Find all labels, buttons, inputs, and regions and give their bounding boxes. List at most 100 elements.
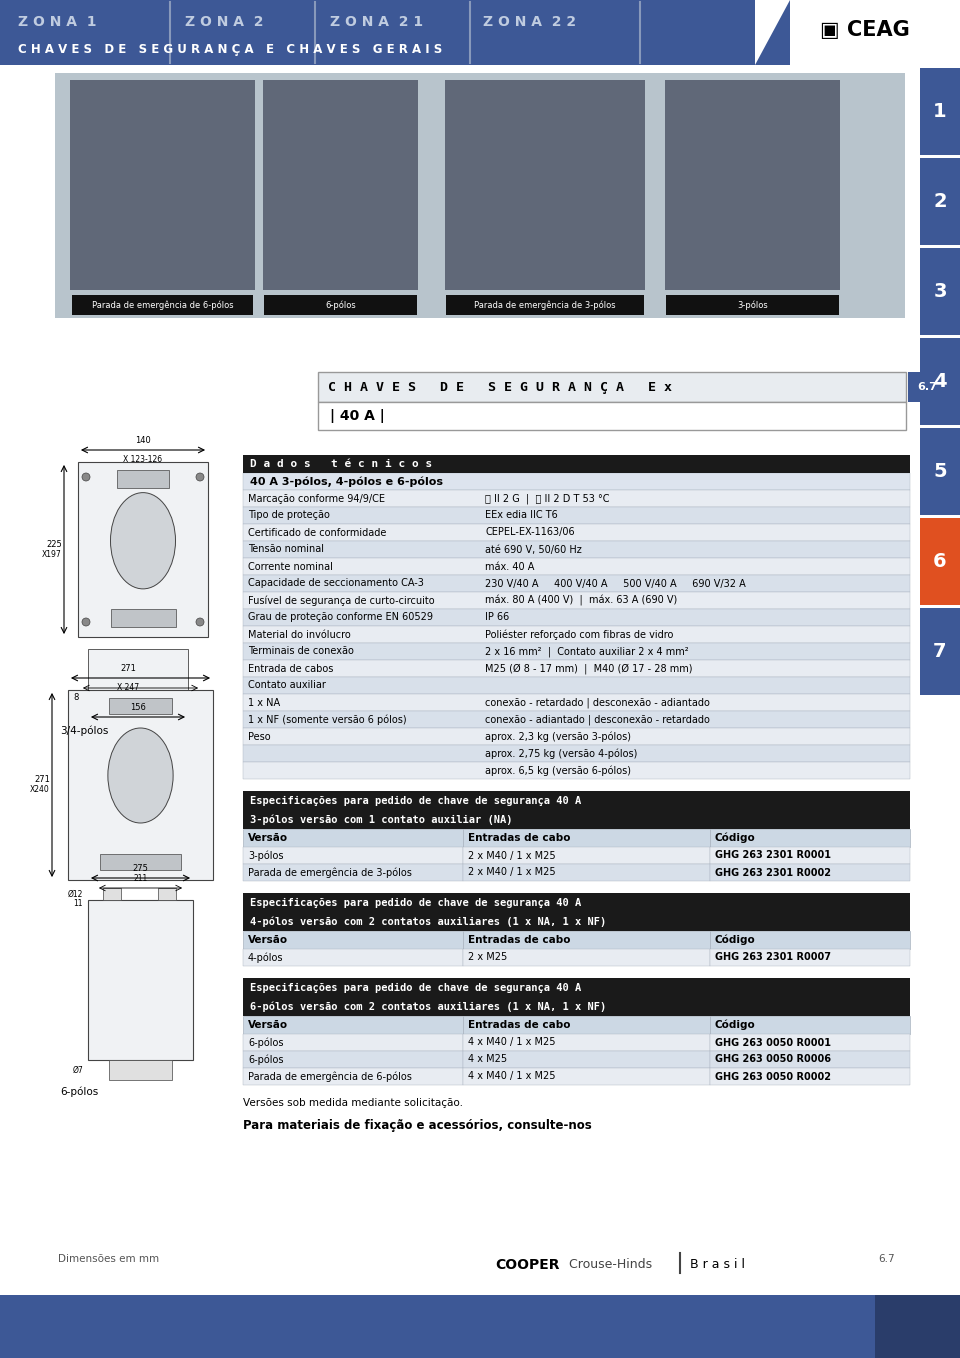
Bar [666, 295, 839, 315]
Text: GHG 263 2301 R0002: GHG 263 2301 R0002 [715, 868, 831, 877]
Bar [243, 558, 910, 574]
Text: 275: 275 [132, 864, 149, 873]
Text: 1 x NF (somente versão 6 pólos): 1 x NF (somente versão 6 pólos) [248, 714, 407, 725]
Bar [243, 592, 910, 608]
Bar [243, 490, 910, 507]
Text: | 40 A |: | 40 A | [330, 409, 385, 422]
Text: C H A V E S   D E   S E G U R A N Ç A   E x: C H A V E S D E S E G U R A N Ç A E x [328, 380, 672, 394]
Text: CEPEL-EX-1163/06: CEPEL-EX-1163/06 [485, 527, 575, 538]
Text: 40 A 3-pólos, 4-pólos e 6-pólos: 40 A 3-pólos, 4-pólos e 6-pólos [250, 477, 443, 486]
Bar [243, 932, 463, 949]
Bar [709, 1067, 910, 1085]
Bar [243, 455, 910, 473]
Text: conexão - retardado | desconexão - adiantado: conexão - retardado | desconexão - adian… [485, 697, 709, 708]
Text: Versão: Versão [248, 1020, 288, 1029]
Text: Fusível de segurança de curto-circuito: Fusível de segurança de curto-circuito [248, 595, 435, 606]
Bar [55, 73, 905, 318]
Polygon shape [755, 0, 790, 65]
Text: Dimensões em mm: Dimensões em mm [58, 1253, 159, 1264]
Text: Parada de emergência de 6-pólos: Parada de emergência de 6-pólos [248, 1071, 412, 1082]
Text: 2 x 16 mm²  |  Contato auxiliar 2 x 4 mm²: 2 x 16 mm² | Contato auxiliar 2 x 4 mm² [485, 646, 688, 657]
Circle shape [196, 473, 204, 481]
Ellipse shape [108, 728, 173, 823]
Bar [709, 828, 910, 847]
Text: 3/4-pólos: 3/4-pólos [60, 725, 108, 736]
Bar [264, 295, 417, 315]
Bar [920, 517, 960, 606]
Text: Z O N A  1: Z O N A 1 [18, 15, 97, 29]
Text: 6-pólos: 6-pólos [248, 1038, 283, 1048]
Text: Poliéster reforçado com fibras de vidro: Poliéster reforçado com fibras de vidro [485, 629, 673, 640]
Bar [243, 790, 910, 828]
Text: 230 V/40 A     400 V/40 A     500 V/40 A     690 V/32 A: 230 V/40 A 400 V/40 A 500 V/40 A 690 V/3… [485, 579, 746, 588]
Text: X 123-126: X 123-126 [124, 455, 162, 464]
Bar [109, 1061, 172, 1080]
Bar [920, 68, 960, 155]
Bar [318, 402, 906, 430]
Text: 1 x NA: 1 x NA [248, 698, 280, 708]
Text: X240: X240 [31, 785, 50, 794]
Text: EEx edia IIC T6: EEx edia IIC T6 [485, 511, 558, 520]
Text: 7: 7 [933, 642, 947, 661]
Text: 6-pólos versão com 2 contatos auxiliares (1 x NA, 1 x NF): 6-pólos versão com 2 contatos auxiliares… [250, 1001, 607, 1012]
Text: 4 x M40 / 1 x M25: 4 x M40 / 1 x M25 [468, 1038, 556, 1047]
Text: Crouse-Hinds: Crouse-Hinds [565, 1259, 652, 1271]
Bar [243, 1016, 463, 1033]
Bar [68, 690, 213, 880]
Text: Versões sob medida mediante solicitação.: Versões sob medida mediante solicitação. [243, 1099, 463, 1108]
Text: 5: 5 [933, 462, 947, 481]
Bar [709, 864, 910, 881]
Text: Código: Código [715, 1020, 756, 1031]
Ellipse shape [110, 493, 176, 589]
Text: Peso: Peso [248, 732, 271, 741]
Bar [920, 338, 960, 425]
Text: até 690 V, 50/60 Hz: até 690 V, 50/60 Hz [485, 545, 582, 554]
Circle shape [196, 618, 204, 626]
Text: Versão: Versão [248, 936, 288, 945]
Bar [920, 249, 960, 335]
Bar [108, 698, 173, 714]
Text: 211: 211 [133, 875, 148, 883]
Bar [243, 1067, 463, 1085]
Text: GHG 263 2301 R0007: GHG 263 2301 R0007 [715, 952, 831, 963]
Bar [463, 1051, 709, 1067]
Bar [243, 746, 910, 762]
Text: Z O N A  2 2: Z O N A 2 2 [483, 15, 576, 29]
Bar [0, 1245, 960, 1290]
Text: Corrente nominal: Corrente nominal [248, 561, 333, 572]
Bar [318, 372, 906, 402]
Bar [0, 1296, 960, 1358]
Bar [243, 978, 910, 1016]
Text: 8: 8 [73, 693, 79, 702]
Text: Contato auxiliar: Contato auxiliar [248, 680, 325, 690]
Text: 3-pólos versão com 1 contato auxiliar (NA): 3-pólos versão com 1 contato auxiliar (N… [250, 815, 513, 824]
Text: COOPER: COOPER [495, 1258, 560, 1272]
Text: 2 x M40 / 1 x M25: 2 x M40 / 1 x M25 [468, 868, 556, 877]
Text: 11: 11 [74, 899, 83, 909]
Bar [243, 847, 463, 864]
Bar [709, 1016, 910, 1033]
Text: 3-pólos: 3-pólos [248, 850, 283, 861]
Text: Código: Código [715, 934, 756, 945]
Text: Para materiais de fixação e acessórios, consulte-nos: Para materiais de fixação e acessórios, … [243, 1119, 591, 1131]
Text: GHG 263 0050 R0001: GHG 263 0050 R0001 [715, 1038, 831, 1047]
Text: 4: 4 [933, 372, 947, 391]
Text: 2 x M25: 2 x M25 [468, 952, 507, 963]
Bar [709, 1051, 910, 1067]
Text: 4 x M40 / 1 x M25: 4 x M40 / 1 x M25 [468, 1071, 556, 1081]
Bar [446, 295, 644, 315]
Text: C H A V E S   D E   S E G U R A N Ç A   E   C H A V E S   G E R A I S: C H A V E S D E S E G U R A N Ç A E C H … [18, 43, 443, 57]
Text: Tensão nominal: Tensão nominal [248, 545, 324, 554]
Bar [463, 828, 709, 847]
Text: Especificações para pedido de chave de segurança 40 A: Especificações para pedido de chave de s… [250, 898, 581, 907]
Text: 3-pólos: 3-pólos [737, 300, 768, 310]
Bar [445, 80, 645, 291]
Bar [72, 295, 253, 315]
Text: B r a s i l: B r a s i l [690, 1259, 745, 1271]
Bar [0, 0, 790, 65]
Text: Parada de emergência de 6-pólos: Parada de emergência de 6-pólos [92, 300, 233, 310]
Text: Material do invólucro: Material do invólucro [248, 630, 350, 640]
Text: Versão: Versão [248, 832, 288, 843]
Text: Entradas de cabo: Entradas de cabo [468, 936, 570, 945]
Text: Especificações para pedido de chave de segurança 40 A: Especificações para pedido de chave de s… [250, 796, 581, 805]
